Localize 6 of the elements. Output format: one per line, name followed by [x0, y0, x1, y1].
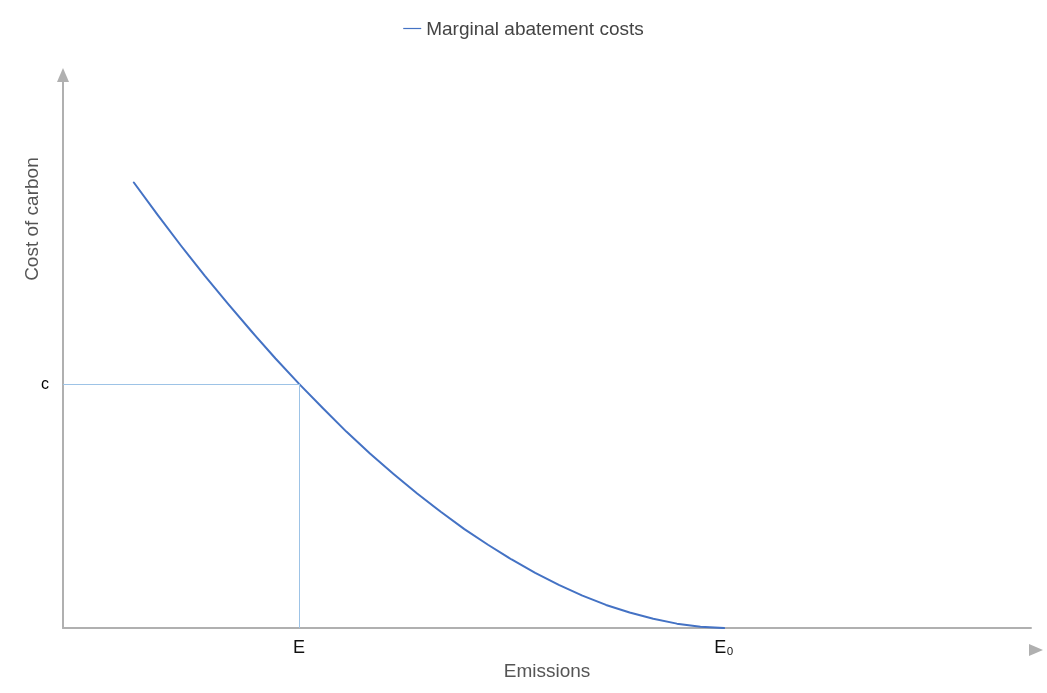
- y-axis-title: Cost of carbon: [21, 157, 42, 281]
- x-tick-label: E: [293, 637, 306, 658]
- legend-label: Marginal abatement costs: [426, 18, 644, 39]
- ref-line-label: c: [41, 375, 49, 393]
- x-axis-title: Emissions: [503, 660, 591, 681]
- x-tick-label: E₀: [714, 637, 734, 658]
